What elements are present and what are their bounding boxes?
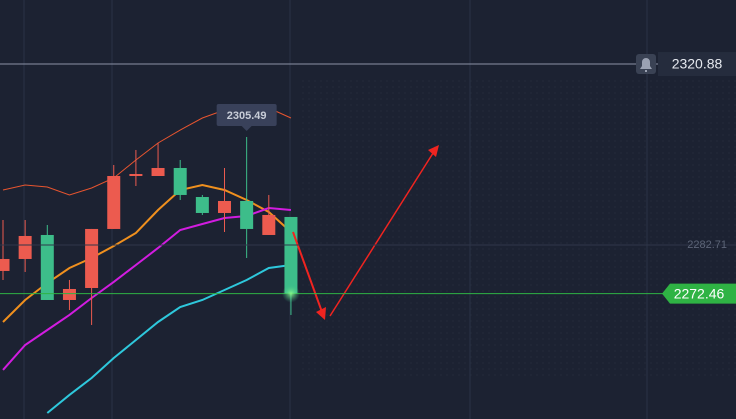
price-tag xyxy=(658,52,736,77)
candle-body xyxy=(151,167,165,177)
current-price-tag xyxy=(662,283,736,304)
bell-icon xyxy=(640,58,652,73)
candle-body xyxy=(40,234,54,300)
current-price-label: 2272.46 xyxy=(674,285,725,301)
candle-body xyxy=(218,200,231,213)
plot xyxy=(0,105,298,414)
candle-body xyxy=(0,258,10,271)
candle-body xyxy=(107,176,121,229)
candle-body xyxy=(129,174,143,177)
candle-body xyxy=(18,235,32,259)
candle-body xyxy=(262,214,276,235)
indicator-line xyxy=(46,264,292,414)
high-tooltip xyxy=(216,103,277,126)
candle-body xyxy=(284,216,298,294)
candle-body xyxy=(62,288,76,300)
price-label: 2282.71 xyxy=(687,239,727,251)
candle-body xyxy=(85,228,99,288)
price-label: 2320.88 xyxy=(672,56,723,72)
current-glow xyxy=(281,284,300,303)
candle-body xyxy=(173,167,187,195)
price-labels: 2320.88 2282.71 2305.49 2272.46 xyxy=(0,52,736,304)
candle-body xyxy=(240,200,254,229)
candle-body xyxy=(195,197,209,213)
high-label: 2305.49 xyxy=(227,110,267,122)
map-texture xyxy=(300,80,736,380)
tooltip-pointer xyxy=(241,125,252,131)
